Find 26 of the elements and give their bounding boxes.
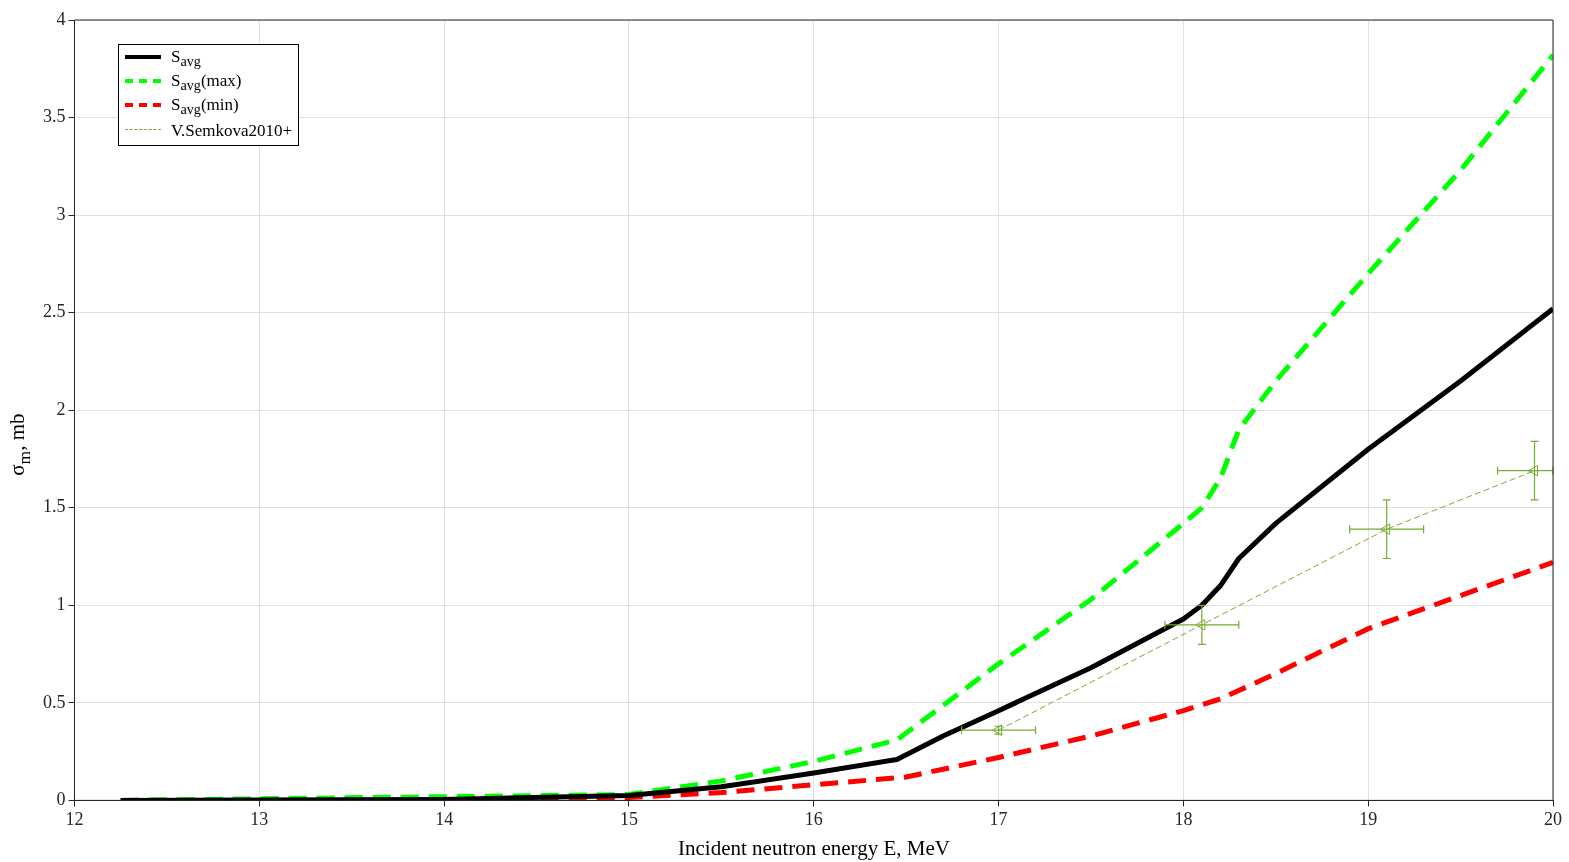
y-tick-label: 4 xyxy=(56,8,66,29)
x-tick-label: 17 xyxy=(989,808,1008,829)
legend-label: S$_{avg}$ xyxy=(171,47,201,71)
x-tick-label: 15 xyxy=(619,808,638,829)
x-tick-label: 19 xyxy=(1359,808,1378,829)
point xyxy=(1195,619,1206,631)
y-tick-label: 0 xyxy=(56,789,66,810)
x-tick-label: 20 xyxy=(1544,808,1562,829)
x-tick-label: 16 xyxy=(804,808,823,829)
x-tick-label: 18 xyxy=(1174,808,1193,829)
x-tick-label: 12 xyxy=(65,808,84,829)
y-tick-label: 3 xyxy=(56,203,66,224)
x-axis-title: Incident neutron energy E, MeV xyxy=(677,836,951,861)
y-tick-label: 1 xyxy=(56,594,66,615)
legend-label: S$_{avg}$(max) xyxy=(171,71,242,95)
y-tick-label: 3.5 xyxy=(43,106,66,127)
x-tick-label: 14 xyxy=(435,808,454,829)
point xyxy=(1380,523,1391,535)
legend-label: S$_{avg}$(min) xyxy=(171,95,239,119)
y-tick-label: 0.5 xyxy=(43,691,66,712)
point xyxy=(1528,464,1539,477)
y-tick-label: 1.5 xyxy=(43,496,66,517)
x-tick-label: 13 xyxy=(250,808,269,829)
y-tick-label: 2.5 xyxy=(43,301,66,322)
legend-label: V.Semkova2010+ xyxy=(171,121,293,141)
y-tick-label: 2 xyxy=(56,398,66,419)
